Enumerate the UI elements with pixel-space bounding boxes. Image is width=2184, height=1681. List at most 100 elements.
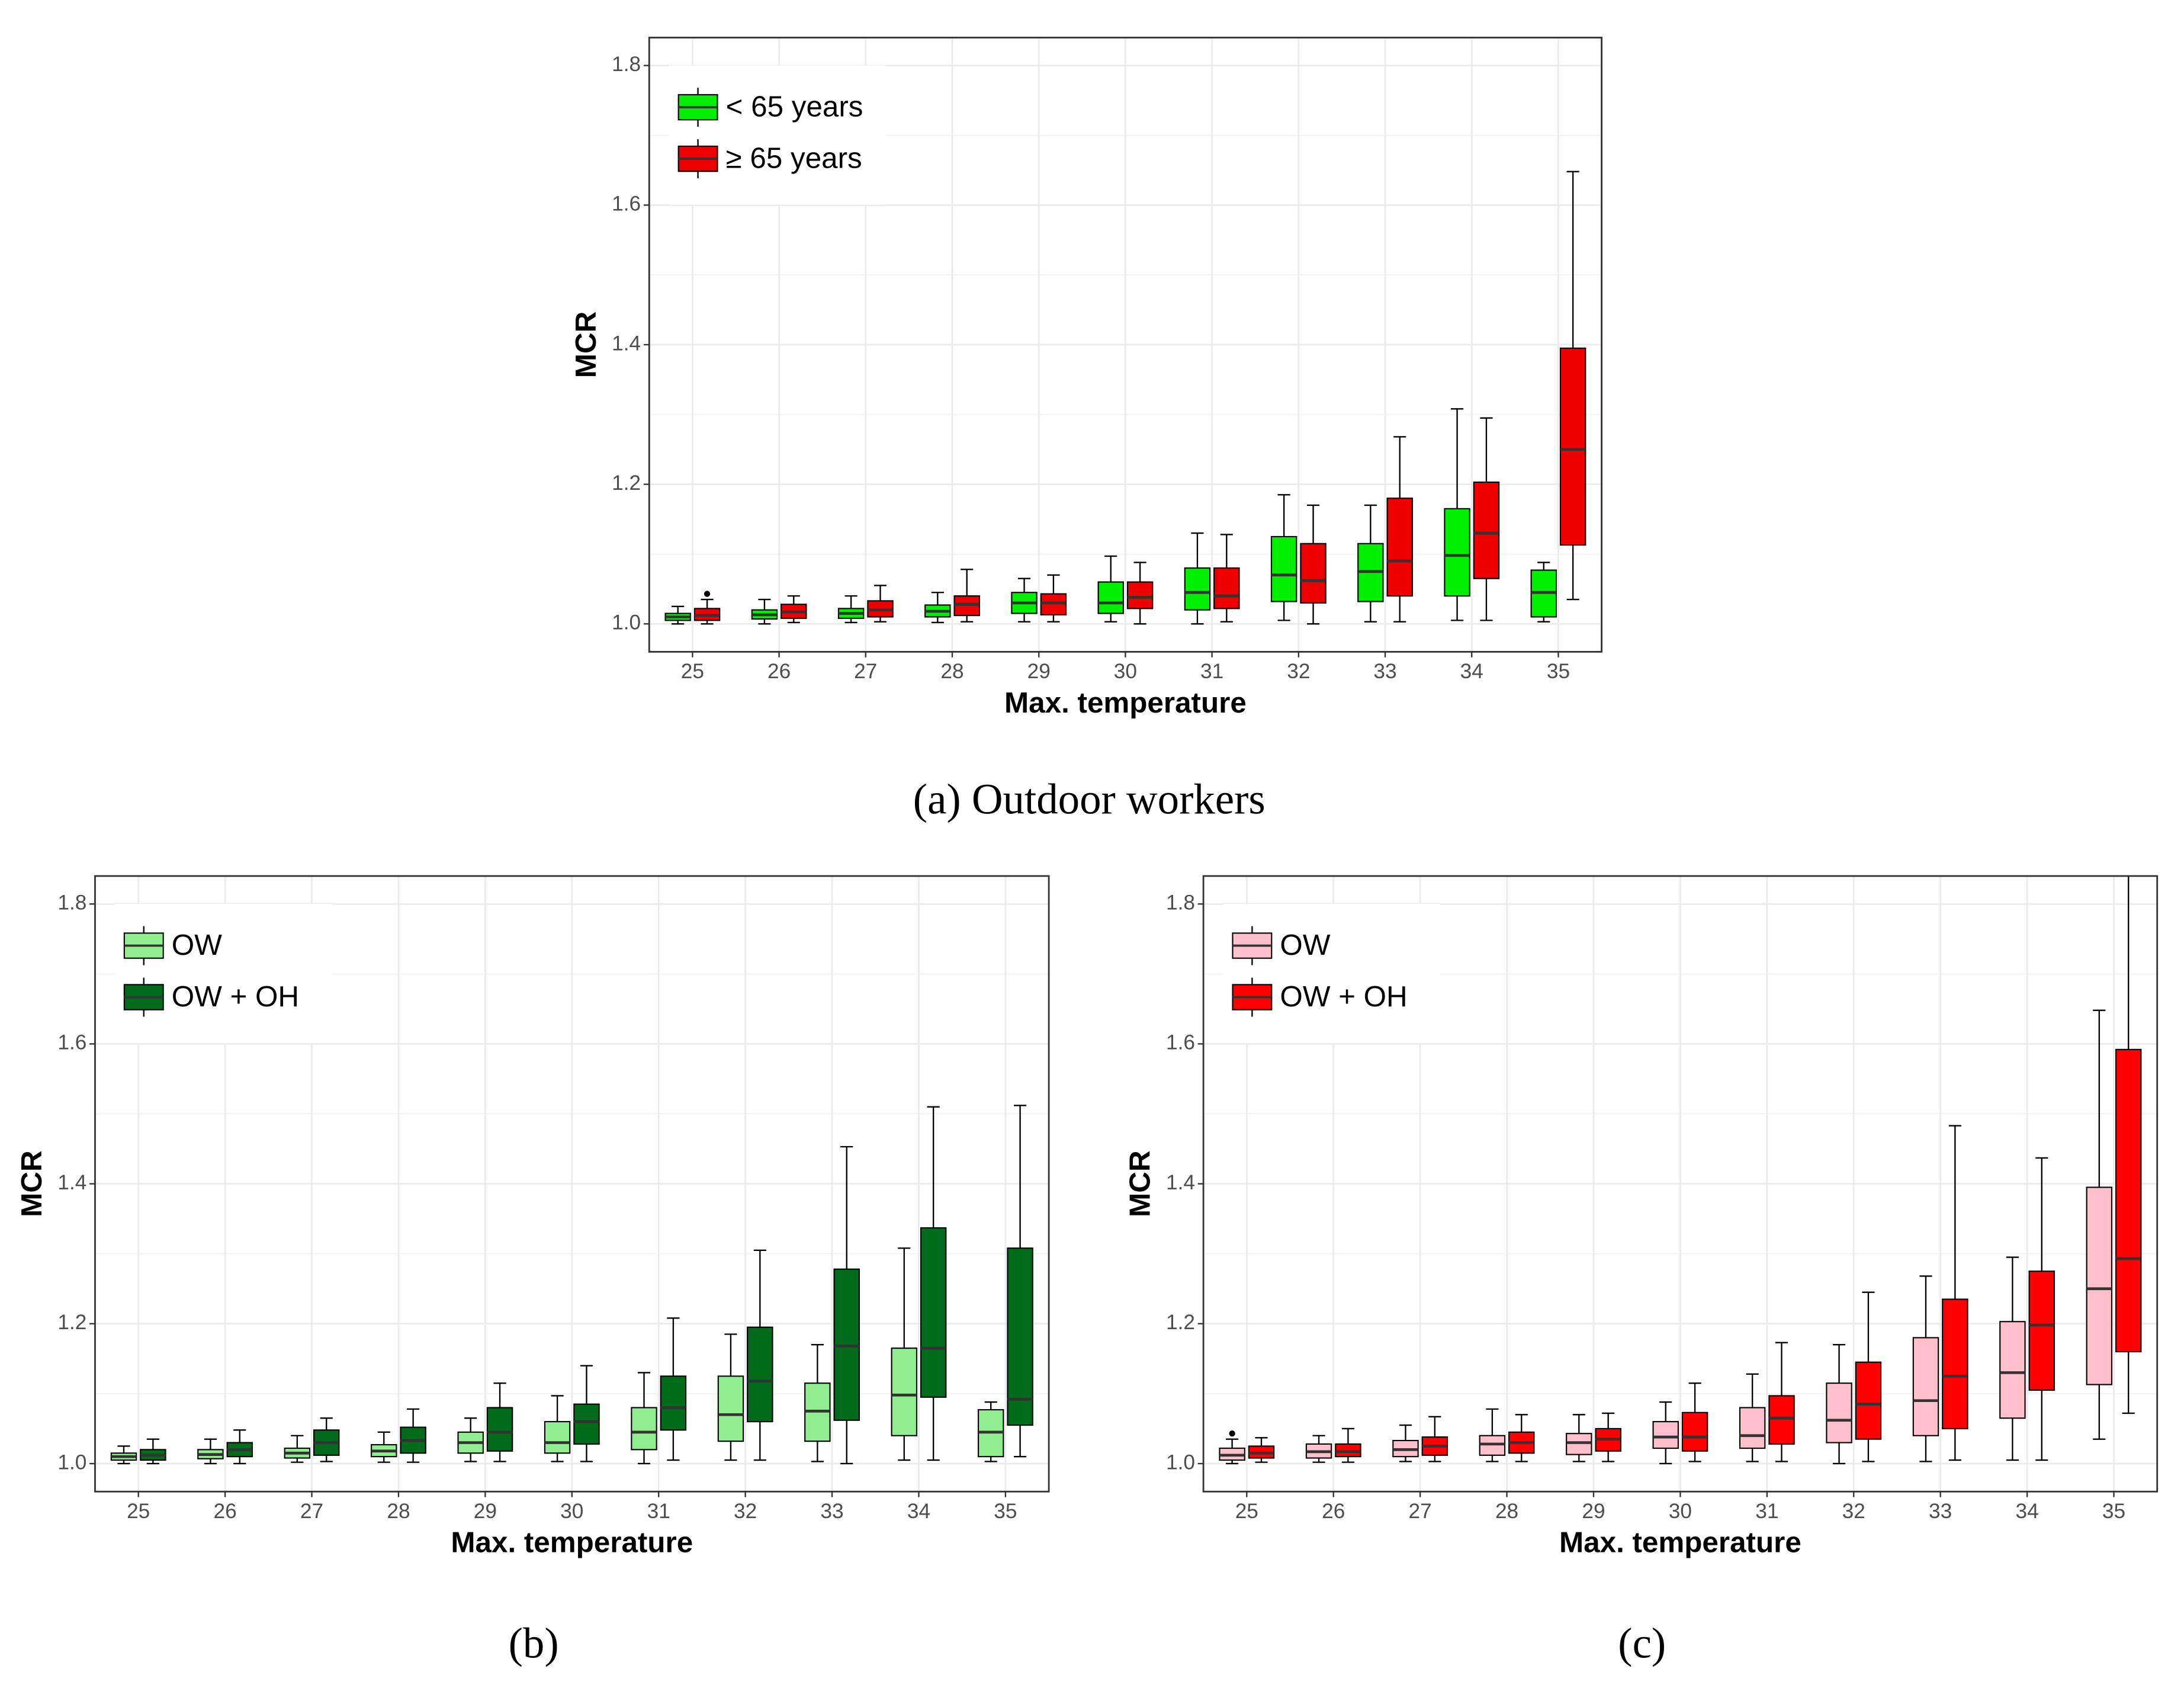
box (1559, 347, 1586, 546)
x-tick-label: 33 (1373, 660, 1396, 683)
caption: (c) (1618, 1619, 1666, 1667)
y-tick-label: 1.6 (1166, 1031, 1195, 1054)
x-tick-label: 25 (127, 1500, 150, 1523)
y-tick-label: 1.4 (57, 1171, 86, 1194)
y-axis-label: MCR (15, 1150, 48, 1217)
box (631, 1407, 657, 1451)
y-tick-label: 1.4 (1166, 1171, 1195, 1194)
y-tick-label: 1.2 (1166, 1311, 1195, 1334)
box (1999, 1321, 2026, 1419)
box (1386, 498, 1413, 597)
box (833, 1268, 860, 1421)
x-tick-label: 28 (940, 660, 963, 683)
x-tick-label: 29 (1582, 1500, 1605, 1523)
box (1942, 1298, 1968, 1429)
x-tick-label: 31 (647, 1500, 670, 1523)
x-tick-label: 35 (994, 1500, 1017, 1523)
x-tick-label: 30 (560, 1500, 583, 1523)
box (920, 1227, 947, 1398)
legend-label: OW + OH (172, 980, 299, 1013)
box (573, 1403, 600, 1445)
box (1270, 535, 1297, 602)
panel-border (94, 875, 1050, 1493)
outlier (704, 591, 711, 597)
box (2028, 1271, 2055, 1391)
y-tick-label: 1.4 (612, 332, 641, 355)
box (891, 1348, 918, 1436)
x-tick-label: 26 (767, 660, 791, 683)
x-tick-label: 31 (1755, 1500, 1778, 1523)
box (1681, 1411, 1708, 1452)
box (1126, 581, 1154, 609)
y-tick-label: 1.0 (1166, 1451, 1195, 1474)
box (1300, 543, 1327, 604)
x-tick-label: 32 (734, 1500, 757, 1523)
y-tick-label: 1.2 (612, 471, 641, 495)
x-tick-label: 25 (1235, 1500, 1258, 1523)
x-tick-label: 26 (214, 1500, 237, 1523)
box (1335, 1443, 1361, 1458)
box (1184, 567, 1211, 611)
x-tick-label: 30 (1669, 1500, 1692, 1523)
boxes (110, 1105, 1033, 1465)
x-tick-label: 34 (907, 1500, 930, 1523)
box (1097, 581, 1124, 614)
box (544, 1421, 571, 1454)
y-tick-label: 1.6 (57, 1031, 86, 1054)
y-tick-label: 1.2 (57, 1311, 86, 1334)
x-tick-label: 34 (2015, 1500, 2038, 1523)
panel-border (648, 37, 1602, 653)
x-tick-label: 27 (300, 1500, 323, 1523)
y-tick-label: 1.0 (612, 611, 641, 634)
box (1768, 1395, 1795, 1445)
x-axis-label: Max. temperature (1004, 686, 1247, 719)
x-tick-label: 29 (1027, 660, 1051, 683)
box (2086, 1186, 2113, 1385)
box (953, 595, 980, 617)
box (747, 1326, 773, 1423)
box (1479, 1435, 1506, 1456)
x-tick-label: 25 (681, 660, 704, 683)
legend-label: ≥ 65 years (726, 142, 862, 174)
y-tick-label: 1.0 (57, 1451, 86, 1474)
box (486, 1407, 513, 1452)
box (1040, 593, 1067, 616)
caption: (b) (509, 1619, 559, 1667)
x-tick-label: 27 (1409, 1500, 1432, 1523)
y-tick-label: 1.8 (57, 891, 86, 915)
box (1473, 482, 1500, 579)
y-axis-label: MCR (570, 312, 602, 378)
box (1444, 508, 1470, 597)
legend-label: OW (172, 929, 222, 961)
y-tick-label: 1.8 (1166, 891, 1195, 915)
legend-background (669, 65, 887, 205)
panel-border (1202, 875, 2159, 1493)
legend-label: < 65 years (726, 90, 863, 123)
x-tick-label: 29 (474, 1500, 497, 1523)
box (1213, 567, 1240, 609)
legend-background (1223, 903, 1440, 1044)
x-tick-label: 33 (820, 1500, 843, 1523)
box (1652, 1421, 1679, 1449)
caption: (a) Outdoor workers (913, 775, 1266, 823)
x-axis-label: Max. temperature (1559, 1526, 1801, 1559)
legend-label: OW + OH (1280, 980, 1407, 1013)
legend-label: OW (1280, 929, 1330, 961)
box (1826, 1382, 1852, 1443)
outlier (1229, 1430, 1235, 1437)
box (660, 1375, 687, 1431)
x-tick-label: 34 (1460, 660, 1483, 683)
box (1855, 1361, 1882, 1440)
x-tick-label: 31 (1200, 660, 1223, 683)
boxes (1219, 875, 2142, 1465)
x-tick-label: 28 (387, 1500, 410, 1523)
box (717, 1375, 744, 1442)
y-tick-label: 1.6 (612, 193, 641, 216)
boxes (664, 171, 1586, 625)
y-axis-label: MCR (1124, 1150, 1157, 1217)
x-tick-label: 28 (1495, 1500, 1518, 1523)
x-tick-label: 33 (1929, 1500, 1952, 1523)
x-tick-label: 32 (1842, 1500, 1865, 1523)
x-axis-label: Max. temperature (451, 1526, 693, 1559)
